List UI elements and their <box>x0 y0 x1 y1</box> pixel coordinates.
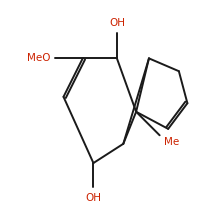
Text: MeO: MeO <box>27 53 51 63</box>
Text: OH: OH <box>85 193 101 203</box>
Text: Me: Me <box>164 137 179 147</box>
Text: OH: OH <box>109 18 125 28</box>
